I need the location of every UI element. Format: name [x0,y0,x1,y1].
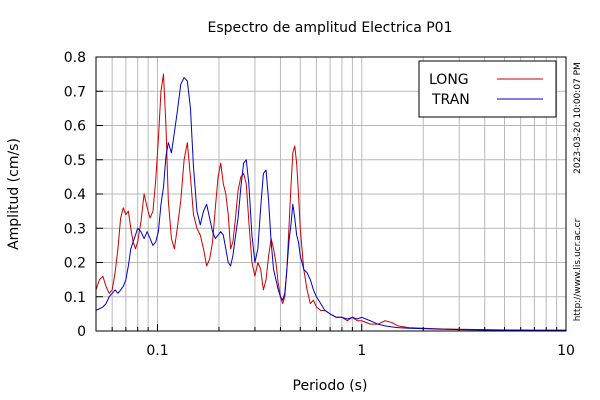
y-tick-label: 0.7 [64,84,86,100]
y-tick-label: 0.2 [64,256,86,272]
y-tick-label: 0.3 [64,221,86,237]
legend-label-long: LONG [429,72,469,88]
chart-title: Espectro de amplitud Electrica P01 [208,20,453,36]
series-line-long [95,73,566,331]
y-tick-label: 0.8 [64,50,86,66]
axis-ticks: 0 0.1 0.2 0.3 0.4 0.5 0.6 0.7 0.8 0.1 1 10 [64,50,575,359]
series-line-tran [95,77,566,331]
legend-label-tran: TRAN [431,92,470,108]
x-tick-label: 1 [357,343,366,359]
legend-box [418,60,557,118]
timestamp-label: 2023-03-20 10:00:07 PM [573,62,583,174]
y-tick-label: 0 [77,324,86,340]
y-tick-label: 0.1 [64,290,86,306]
legend: LONG TRAN [418,60,557,118]
x-axis-label: Periodo (s) [293,378,368,394]
source-url-label: http://www.lis.ucr.ac.cr [573,218,583,321]
y-tick-label: 0.6 [64,119,86,135]
x-tick-label: 10 [557,343,575,359]
y-axis-label: Amplitud (cm/s) [6,138,22,250]
y-tick-label: 0.5 [64,153,86,169]
x-tick-label: 0.1 [146,343,168,359]
y-tick-label: 0.4 [64,187,86,203]
series-layer [95,73,566,331]
